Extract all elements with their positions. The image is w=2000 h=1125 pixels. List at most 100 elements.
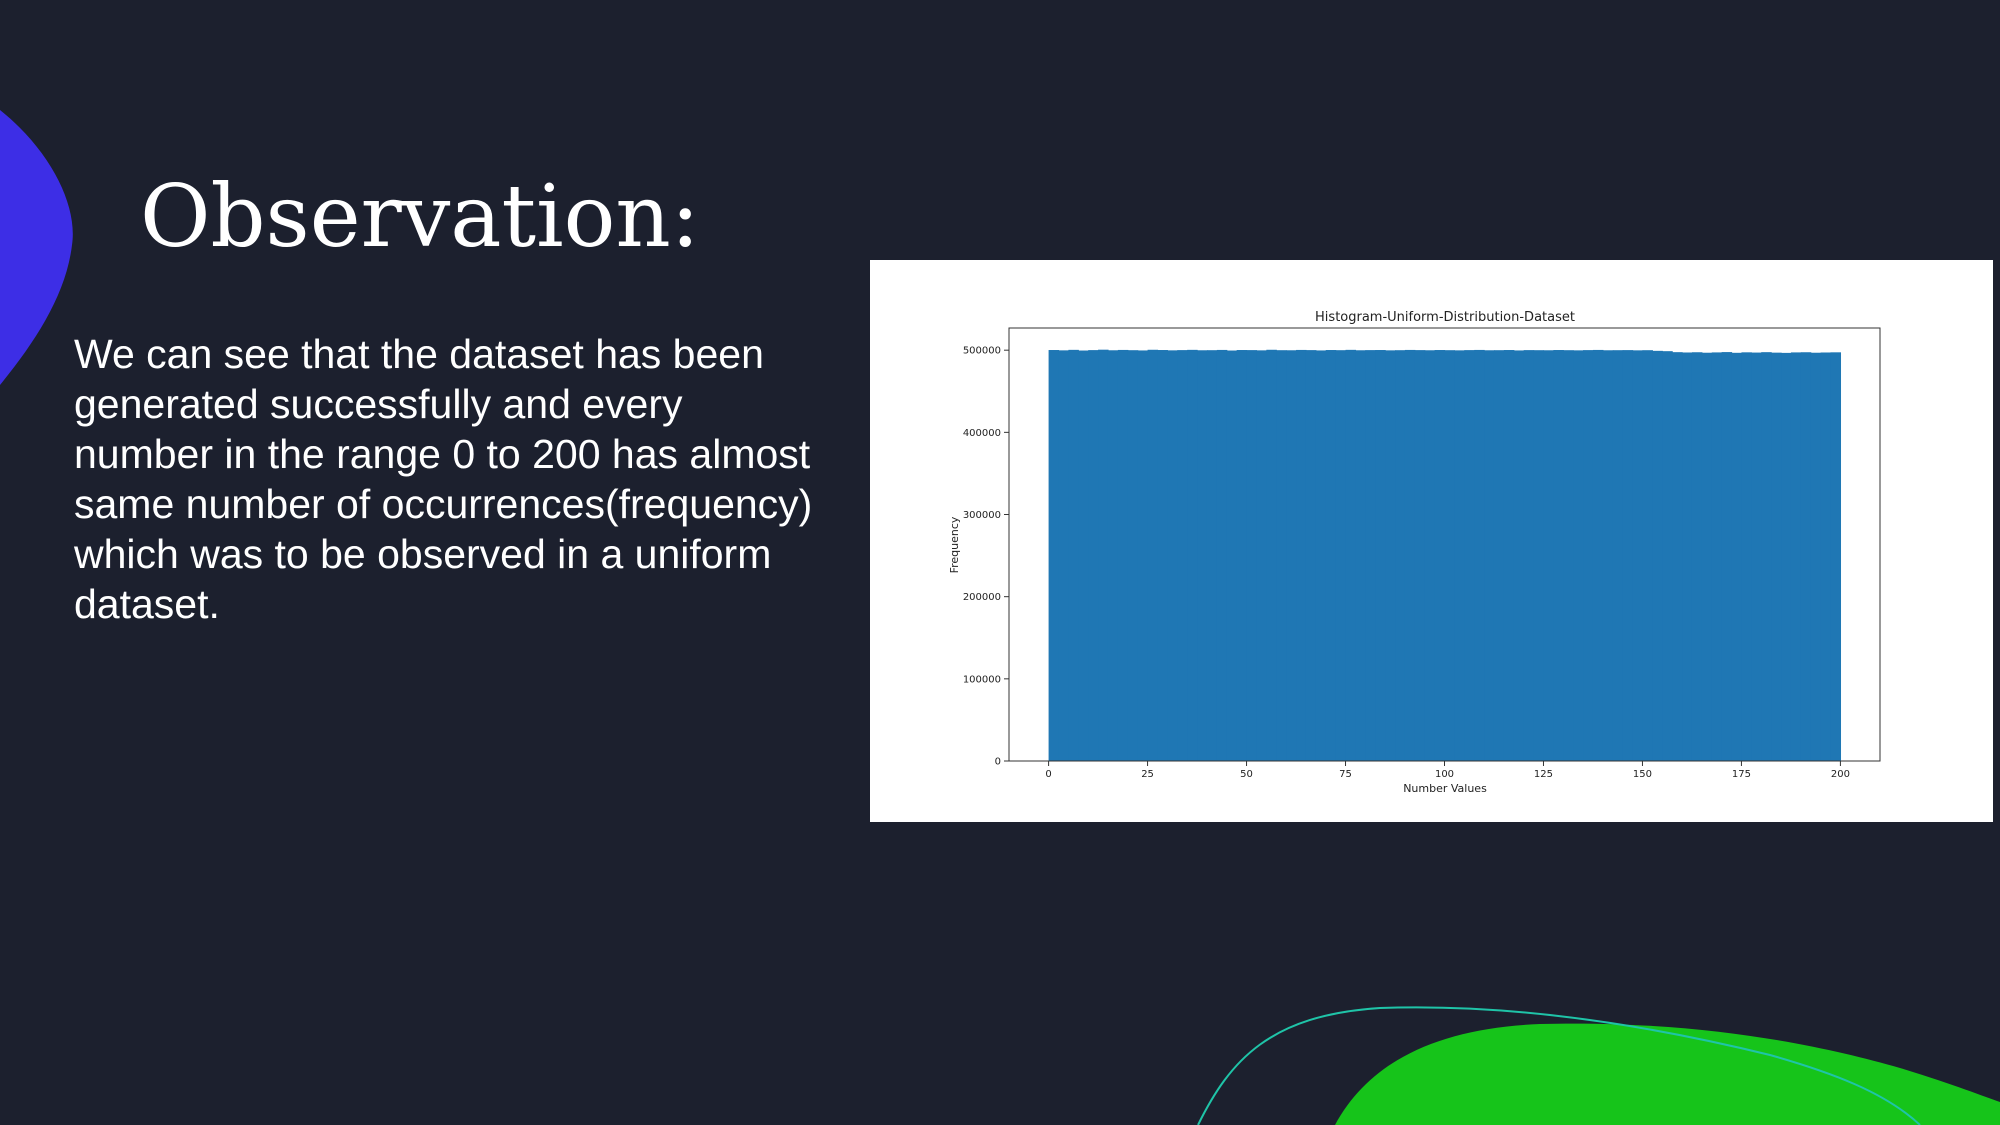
histogram-bar [1830, 352, 1842, 761]
histogram-bar [1375, 350, 1386, 761]
histogram-bar [1543, 350, 1554, 761]
histogram-bar [1157, 350, 1168, 761]
histogram-bar [1305, 350, 1317, 761]
green-blob-shape [1335, 1023, 2000, 1125]
histogram-bar [1365, 350, 1376, 761]
histogram-bar [1345, 349, 1357, 761]
y-tick-label: 500000 [963, 346, 1001, 357]
histogram-bar [1781, 352, 1792, 761]
histogram-bar [1216, 349, 1228, 761]
y-tick-label: 200000 [963, 592, 1001, 603]
histogram-bar [1533, 350, 1545, 761]
histogram-bar [1137, 350, 1149, 761]
histogram-bar [1296, 349, 1307, 761]
histogram-bar [1622, 350, 1634, 761]
histogram-bar [1187, 349, 1198, 761]
histogram-bar [1256, 350, 1267, 761]
x-tick-label: 125 [1534, 769, 1553, 780]
y-tick-label: 400000 [963, 428, 1001, 439]
histogram-bar [1672, 352, 1683, 761]
histogram-bar [1395, 350, 1406, 761]
histogram-bar [1513, 350, 1525, 761]
histogram-bar [1325, 350, 1337, 761]
y-tick-label: 0 [995, 757, 1001, 768]
histogram-bar [1503, 350, 1515, 761]
histogram-bar [1147, 349, 1159, 761]
histogram-chart: Histogram-Uniform-Distribution-Dataset 0… [948, 310, 1881, 795]
x-tick-label: 0 [1045, 769, 1051, 780]
histogram-bar [1721, 352, 1733, 761]
histogram-bar [1711, 352, 1723, 761]
slide-title: Observation: [140, 167, 700, 267]
histogram-bar [1127, 350, 1139, 761]
histogram-bar [1523, 350, 1535, 761]
blue-blob-shape [0, 110, 73, 385]
histogram-bar [1167, 350, 1178, 761]
histogram-bar [1355, 350, 1366, 761]
x-axis-label: Number Values [1403, 782, 1487, 795]
y-tick-label: 100000 [963, 674, 1001, 685]
histogram-bar [1454, 350, 1465, 761]
histogram-bar [1107, 350, 1119, 761]
observation-line: number in the range 0 to 200 has almost [74, 431, 811, 477]
histogram-bar [1385, 350, 1396, 761]
histogram-bar [1404, 349, 1416, 761]
histogram-bar [1434, 350, 1446, 761]
histogram-bar [1652, 350, 1663, 761]
histogram-bar [1701, 352, 1713, 761]
histogram-bar [1731, 352, 1743, 761]
histogram-bar [1098, 349, 1109, 761]
histogram-bar [1800, 352, 1812, 761]
histogram-bar [1563, 350, 1574, 761]
histogram-bar [1810, 352, 1822, 761]
histogram-bar [1058, 350, 1069, 761]
histogram-bar [1573, 350, 1584, 761]
histogram-bar [1612, 350, 1624, 761]
histogram-bar [1206, 350, 1218, 761]
histogram-chart-panel: Histogram-Uniform-Distribution-Dataset 0… [870, 260, 1993, 822]
x-tick-label: 175 [1732, 769, 1751, 780]
histogram-bar [1315, 350, 1327, 761]
histogram-bar [1276, 350, 1287, 761]
histogram-bar [1474, 349, 1485, 761]
histogram-bar [1592, 349, 1604, 761]
observation-line: dataset. [74, 581, 220, 627]
histogram-bar [1048, 350, 1060, 761]
histogram-bar [1820, 352, 1832, 761]
x-tick-label: 25 [1141, 769, 1154, 780]
histogram-bar [1117, 349, 1129, 761]
histogram-bar [1602, 350, 1614, 761]
observation-text: We can see that the dataset has been gen… [74, 329, 864, 629]
histogram-bar [1751, 352, 1762, 761]
histogram-bar [1790, 352, 1802, 761]
observation-line: generated successfully and every [74, 381, 683, 427]
histogram-bar [1068, 349, 1079, 761]
histogram-bar [1484, 350, 1495, 761]
histogram-bar [1771, 352, 1782, 761]
observation-line: We can see that the dataset has been [74, 331, 764, 377]
x-tick-label: 50 [1240, 769, 1253, 780]
histogram-bar [1493, 350, 1505, 761]
x-tick-label: 150 [1633, 769, 1652, 780]
histogram-bar [1761, 352, 1772, 761]
histogram-bar [1197, 350, 1208, 761]
y-axis-label: Frequency [948, 516, 961, 573]
histogram-bar [1177, 350, 1188, 761]
x-tick-label: 100 [1435, 769, 1454, 780]
histogram-bar [1662, 351, 1673, 761]
x-tick-label: 200 [1831, 769, 1850, 780]
histogram-bar [1691, 352, 1703, 761]
histogram-bar [1246, 350, 1258, 761]
y-tick-label: 300000 [963, 510, 1001, 521]
histogram-bar [1642, 350, 1653, 761]
histogram-bar [1088, 350, 1099, 761]
histogram-bar [1553, 350, 1564, 761]
histogram-bar [1286, 350, 1297, 761]
histogram-bar [1266, 349, 1277, 761]
histogram-bar [1464, 350, 1475, 761]
chart-title: Histogram-Uniform-Distribution-Dataset [1315, 310, 1575, 325]
histogram-bar [1226, 350, 1238, 761]
histogram-bar [1236, 350, 1248, 761]
histogram-bar [1682, 352, 1693, 761]
